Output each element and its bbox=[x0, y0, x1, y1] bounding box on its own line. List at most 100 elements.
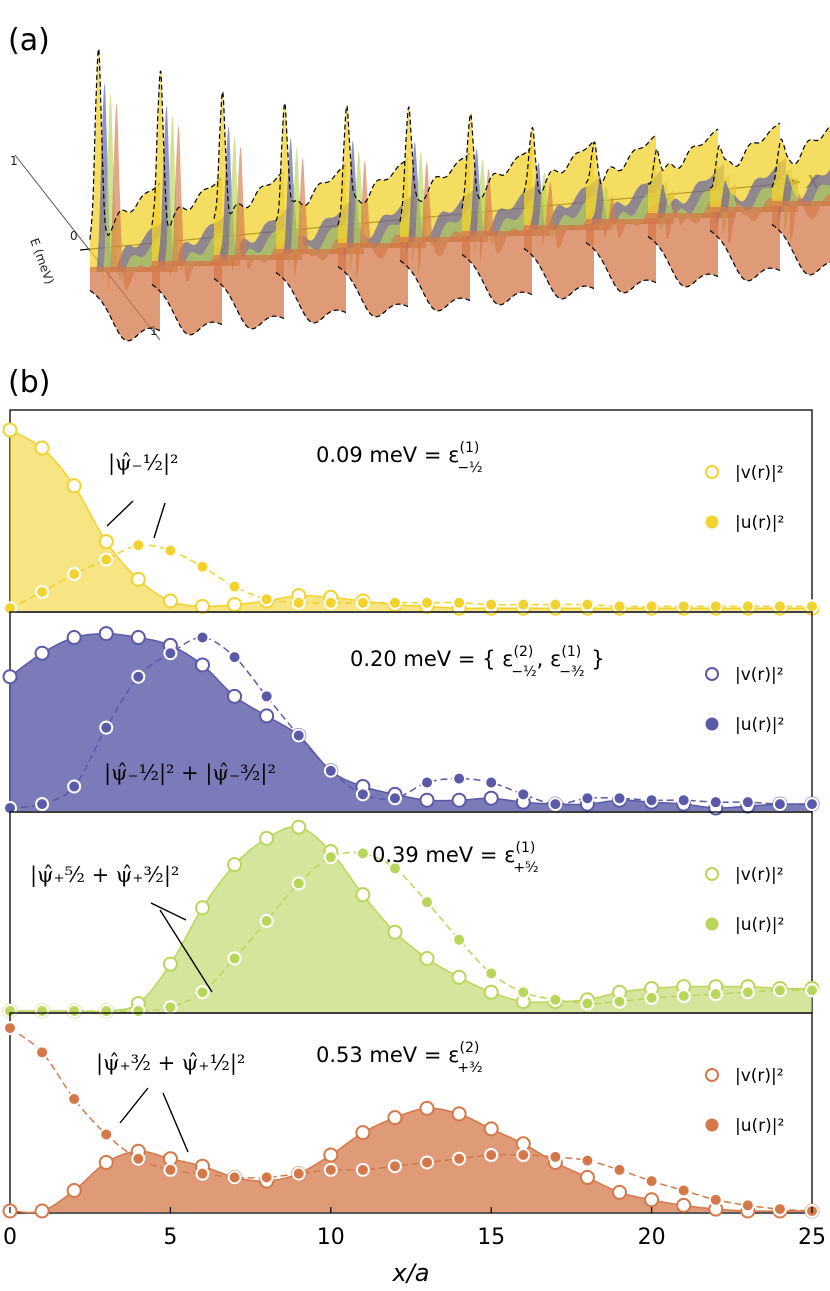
v-point bbox=[419, 1100, 435, 1116]
u-point bbox=[67, 1004, 82, 1018]
subplot-1: 0.09 meV = ε(1) −½ |ψ̂₋½|² |v(r)|² |u(r)|² bbox=[2, 409, 820, 616]
waterfall-slice bbox=[771, 125, 830, 276]
u-point bbox=[548, 597, 563, 612]
slice-envelope bbox=[647, 128, 719, 185]
slice-fill bbox=[152, 71, 222, 266]
slice-fill-lower bbox=[214, 255, 284, 329]
u-point bbox=[195, 1166, 210, 1181]
v-point bbox=[227, 597, 243, 613]
annotation-pointer bbox=[119, 1087, 149, 1124]
legend-u-marker bbox=[705, 1118, 719, 1132]
u-point bbox=[355, 595, 370, 610]
v-point bbox=[194, 598, 210, 614]
psi-annotation: |ψ̂₊⁵⁄₂ + ψ̂₊³⁄₂|² bbox=[30, 863, 179, 888]
slice-envelope-lower bbox=[89, 290, 161, 342]
legend-v-label: |v(r)|² bbox=[735, 865, 784, 885]
v-point bbox=[387, 924, 403, 940]
u-point bbox=[131, 538, 146, 553]
slice-envelope bbox=[399, 106, 471, 222]
u-point bbox=[772, 599, 787, 614]
slice-fill-lower bbox=[586, 219, 656, 293]
u-point bbox=[580, 597, 595, 612]
u-point bbox=[420, 1155, 435, 1170]
u-point bbox=[740, 985, 755, 1000]
x-tick-label: 20 bbox=[638, 1225, 666, 1250]
v-point bbox=[451, 969, 467, 985]
slice-envelope bbox=[523, 127, 595, 194]
u-point bbox=[644, 1174, 659, 1189]
u-point bbox=[291, 728, 306, 743]
legend-u-marker bbox=[705, 717, 719, 731]
v-point bbox=[612, 1184, 628, 1200]
slice-fill bbox=[220, 126, 290, 260]
v-point bbox=[419, 950, 435, 966]
u-point bbox=[708, 1192, 723, 1207]
v-point bbox=[419, 792, 435, 808]
u-point bbox=[99, 1004, 114, 1018]
v-point bbox=[355, 1125, 371, 1141]
u-point bbox=[387, 595, 402, 610]
u-point bbox=[195, 559, 210, 574]
u-point bbox=[195, 985, 210, 1000]
u-point bbox=[163, 1162, 178, 1177]
u-point bbox=[644, 599, 659, 614]
u-point bbox=[35, 585, 50, 599]
v-point bbox=[483, 984, 499, 1000]
x-axis-label: x/a bbox=[392, 1259, 430, 1287]
v-point bbox=[194, 657, 210, 673]
slice-envelope bbox=[213, 91, 285, 219]
annotation-pointer bbox=[159, 909, 213, 993]
u-point bbox=[516, 597, 531, 612]
legend-v-marker bbox=[705, 867, 719, 881]
v-point bbox=[259, 830, 275, 846]
u-point bbox=[772, 797, 787, 812]
u-point bbox=[516, 985, 531, 1000]
annotation-pointer bbox=[162, 1092, 189, 1153]
v-point bbox=[98, 534, 114, 550]
v-area bbox=[10, 826, 812, 1012]
slice-fill-lower bbox=[462, 231, 532, 305]
v-point bbox=[227, 688, 243, 704]
slice-fill-lower bbox=[338, 243, 408, 317]
subplot-2: 0.20 meV = { ε(2) −½, ε(1) −³⁄₂ } |ψ̂₋½|² +… bbox=[2, 611, 820, 816]
u-point bbox=[516, 787, 531, 802]
u-point bbox=[259, 913, 274, 928]
u-point bbox=[612, 791, 627, 806]
u-point bbox=[516, 1148, 531, 1162]
u-point bbox=[227, 579, 242, 594]
legend-v-marker bbox=[705, 1068, 719, 1082]
u-point bbox=[484, 1148, 499, 1162]
v-point bbox=[34, 440, 50, 456]
energy-label: 0.39 meV = ε(1) +⁵⁄₂ bbox=[372, 840, 539, 876]
u-point bbox=[548, 797, 563, 812]
legend-u-marker bbox=[705, 917, 719, 931]
slice-envelope bbox=[337, 105, 409, 226]
u-point bbox=[484, 597, 499, 612]
u-point bbox=[163, 1000, 178, 1015]
u-point bbox=[708, 795, 723, 810]
waterfall-slice bbox=[709, 122, 798, 282]
u-point bbox=[644, 793, 659, 808]
slice-fill-lower bbox=[648, 213, 718, 287]
u-point bbox=[740, 1198, 755, 1213]
u-point bbox=[355, 787, 370, 802]
u-point bbox=[772, 1202, 787, 1217]
v-point bbox=[66, 630, 82, 646]
slice-envelope bbox=[585, 134, 657, 185]
legend-u-label: |u(r)|² bbox=[735, 1116, 784, 1136]
slice-envelope-lower bbox=[399, 260, 471, 312]
u-point bbox=[227, 1170, 242, 1185]
u-point bbox=[259, 1170, 274, 1185]
v-area bbox=[10, 1108, 812, 1213]
u-point bbox=[323, 595, 338, 610]
slice-envelope-lower bbox=[151, 284, 223, 336]
u-point bbox=[35, 797, 50, 812]
u-point bbox=[3, 1021, 17, 1036]
v-point bbox=[483, 790, 499, 806]
subplot-frame bbox=[9, 1012, 813, 1214]
u-point bbox=[387, 791, 402, 806]
v-point bbox=[2, 422, 18, 438]
u-point bbox=[548, 992, 563, 1007]
u-point bbox=[291, 595, 306, 610]
